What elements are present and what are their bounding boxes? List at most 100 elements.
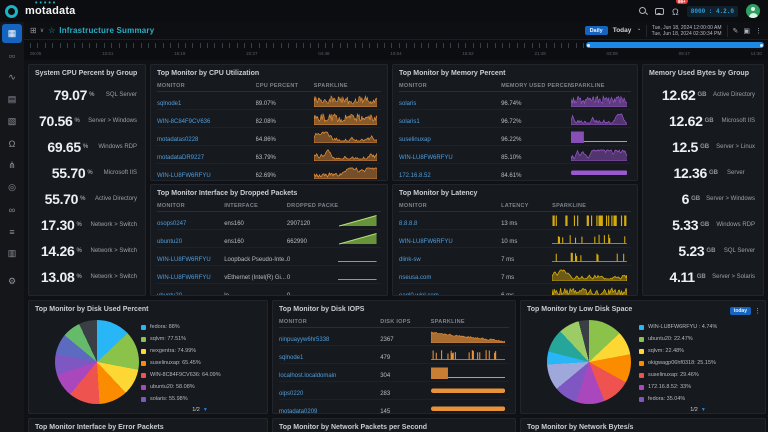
monitor-link[interactable]: solaris xyxy=(399,100,417,107)
kebab-menu-icon[interactable]: ⋮ xyxy=(755,27,762,35)
sidebar-item-reports[interactable]: ≡ xyxy=(2,222,22,241)
legend-item[interactable]: WIN-LU8FW6RFYU : 4.74% xyxy=(639,321,757,333)
value-cell: 0 xyxy=(287,284,339,296)
filter-funnel-icon[interactable]: ▼ xyxy=(202,407,208,413)
cell-value: 7 ms xyxy=(501,274,515,281)
time-mode-pill[interactable]: Daily xyxy=(584,26,608,35)
chevron-down-icon[interactable]: ∨ xyxy=(39,28,45,34)
monitor-link[interactable]: WIN-8C84F9CV636 xyxy=(157,118,211,125)
legend-item[interactable]: ubuntu20: 58.08% xyxy=(141,381,259,393)
monitor-link[interactable]: motadata0209 xyxy=(279,408,318,414)
metric-value: 4.11 xyxy=(669,269,695,285)
panel-time-chip[interactable]: today xyxy=(729,306,751,315)
sparkline-cell xyxy=(570,112,631,125)
monitor-link[interactable]: dlink-sw xyxy=(399,256,421,263)
table-row: oips0220 283 xyxy=(279,382,509,400)
monitor-link[interactable]: 8.8.8.8 xyxy=(399,220,418,227)
sidebar-item-topology[interactable]: ⋔ xyxy=(2,156,22,175)
monitor-link[interactable]: sqlnode1 xyxy=(157,100,182,107)
legend-item[interactable]: 172.16.8.52: 33% xyxy=(639,381,757,393)
panel-network-bytes: Top Monitor by Network Bytes/s xyxy=(520,418,766,432)
legend-item[interactable]: suselinuxap: 65.45% xyxy=(141,357,259,369)
notifications[interactable]: Ω 99+ xyxy=(672,0,688,20)
monitor-cell: sqlnode1 xyxy=(157,92,256,110)
sidebar-item-monitors[interactable]: ▫▫ xyxy=(2,46,22,65)
table-row: WIN-LU8FW6RFYU Loopback Pseudo-Inte... 0 xyxy=(157,248,381,266)
sidebar-item-dashboard[interactable]: ▦ xyxy=(2,24,22,43)
legend-item[interactable]: WIN-8C84F9CV636: 64.09% xyxy=(141,369,259,381)
monitor-link[interactable]: motadatas0228 xyxy=(157,136,199,143)
cell-value: vEthernet (Intel(R) Gi... xyxy=(224,274,286,281)
monitor-link[interactable]: solaris1 xyxy=(399,118,420,125)
group-metric-row: 12.5 GB Server > Linux xyxy=(651,134,755,160)
monitor-link[interactable]: localhost.localdomain xyxy=(279,372,337,379)
monitor-link[interactable]: osops0247 xyxy=(157,220,187,227)
legend-item[interactable]: sqlvm: 22.48% xyxy=(639,345,757,357)
monitor-link[interactable]: ninpuayyw6hr5338 xyxy=(279,336,330,343)
monitor-link[interactable]: WIN-LU8FW6RFYU xyxy=(399,154,453,161)
legend-item[interactable]: nexgentra: 74.99% xyxy=(141,345,259,357)
topology-icon: ⋔ xyxy=(8,160,16,170)
panel-kebab-icon[interactable]: ⋮ xyxy=(754,307,761,315)
metric-unit: % xyxy=(76,222,82,228)
monitor-link[interactable]: suselinuxap xyxy=(399,136,431,143)
clock-icon[interactable]: ◔ xyxy=(636,27,641,34)
sidebar-item-settings[interactable]: ⚙ xyxy=(2,272,22,291)
monitor-link[interactable]: ubuntu20 xyxy=(157,292,183,296)
legend-item[interactable]: sqlvm: 77.51% xyxy=(141,333,259,345)
grid-icon[interactable]: ⊞ xyxy=(30,26,37,35)
sidebar-item-discovery[interactable]: ◎ xyxy=(2,178,22,197)
low-disk-pie-chart[interactable] xyxy=(547,320,631,404)
monitor-link[interactable]: 172.16.8.52 xyxy=(399,172,431,179)
edit-pencil-icon[interactable]: ✎ xyxy=(732,27,739,35)
sidebar-item-log-explorer[interactable]: ▤ xyxy=(2,90,22,109)
ruler-tick xyxy=(273,43,275,48)
search-icon[interactable] xyxy=(639,7,647,15)
time-mode-label[interactable]: Today xyxy=(612,27,632,34)
legend-swatch-icon xyxy=(141,324,146,330)
sparkline-cell xyxy=(430,402,509,413)
sidebar-item-alerts[interactable]: Ω xyxy=(2,134,22,153)
ruler-tick xyxy=(96,43,98,48)
sparkline-cell xyxy=(570,94,631,107)
cell-value: 6 ms xyxy=(501,292,515,296)
filter-funnel-icon[interactable]: ▼ xyxy=(700,407,706,413)
sidebar-item-flow-explorer[interactable]: ▧ xyxy=(2,112,22,131)
monitor-link[interactable]: WIN-LU8FW6RFYU xyxy=(157,274,211,281)
legend-item[interactable]: solaris: 55.98% xyxy=(141,393,259,405)
legend-item[interactable]: fedora: 35.04% xyxy=(639,393,757,405)
monitor-link[interactable]: eagl0.wipl.com xyxy=(399,292,439,296)
time-selection-handle[interactable] xyxy=(585,42,764,48)
legend-item[interactable]: okigwagp06hf0318: 25.15% xyxy=(639,357,757,369)
favorite-star-icon[interactable]: ☆ xyxy=(48,26,56,35)
logo-dots: ••••• xyxy=(35,0,58,7)
monitor-link[interactable]: motadataDR9227 xyxy=(157,154,205,161)
monitor-link[interactable]: WIN-LU8FW6RFYU xyxy=(399,238,453,245)
sidebar-item-search[interactable]: ∞ xyxy=(2,200,22,219)
ruler-tick xyxy=(184,43,186,48)
monitor-link[interactable]: sqlnode1 xyxy=(279,354,304,361)
legend-item[interactable]: ubuntu20: 22.47% xyxy=(639,333,757,345)
save-view-icon[interactable]: ▣ xyxy=(743,27,750,35)
monitor-link[interactable]: ubuntu20 xyxy=(157,238,183,245)
value-cell: 7 ms xyxy=(501,248,552,266)
ruler-tick xyxy=(221,43,223,48)
table-row: ubuntu20 ens160 662990 xyxy=(157,230,381,248)
monitor-cell: 172.16.8.52 xyxy=(399,164,501,181)
sparkline-cell xyxy=(430,384,509,397)
legend-item[interactable]: suselinuxap: 29.46% xyxy=(639,369,757,381)
sidebar-item-metric-explorer[interactable]: ∿ xyxy=(2,68,22,87)
disk-used-pie-chart[interactable] xyxy=(55,320,139,404)
monitor-cell: suselinuxap xyxy=(399,128,501,146)
message-icon[interactable] xyxy=(655,7,665,15)
column-header: MEMORY USED PERCENT xyxy=(501,82,571,89)
date-range[interactable]: Tue, Jun 18, 2024 12:00:00 AM Tue, Jun 1… xyxy=(645,24,728,37)
monitor-link[interactable]: WIN-LU8FW6RFYU xyxy=(157,256,211,263)
legend-item[interactable]: fedora: 88% xyxy=(141,321,259,333)
sidebar-item-runbook[interactable]: ▥ xyxy=(2,244,22,263)
monitor-link[interactable]: nseusa.com xyxy=(399,274,432,281)
monitor-cell: solaris xyxy=(399,92,501,110)
monitor-link[interactable]: oips0220 xyxy=(279,390,304,397)
user-avatar[interactable] xyxy=(746,4,760,18)
monitor-link[interactable]: WIN-LU8FW6RFYU xyxy=(157,172,211,179)
